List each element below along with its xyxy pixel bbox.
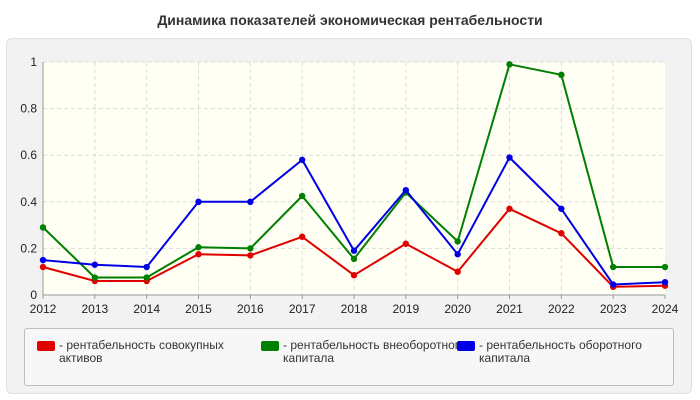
legend-prefix: - (283, 338, 287, 352)
data-point-2 (298, 192, 306, 200)
x-tick-label: 2013 (81, 302, 108, 316)
data-point-2 (143, 274, 150, 281)
x-tick-label: 2015 (185, 302, 212, 316)
data-point-2 (558, 71, 565, 79)
data-point-2 (350, 255, 358, 263)
data-point-3 (247, 198, 254, 205)
data-point-2 (91, 274, 99, 281)
x-tick-label: 2024 (652, 302, 679, 316)
data-point-3 (609, 281, 617, 288)
data-point-1 (298, 233, 306, 240)
chart-legend: - рентабельность совокупных активов - ре… (24, 328, 674, 386)
y-tick-label: 0.2 (20, 241, 37, 255)
x-tick-label: 2018 (341, 302, 368, 316)
x-tick-label: 2017 (289, 302, 316, 316)
data-point-2 (454, 238, 461, 245)
data-point-2 (661, 263, 669, 271)
y-tick-label: 0.8 (20, 102, 37, 116)
x-tick-label: 2019 (392, 302, 419, 316)
y-tick-label: 1 (30, 55, 37, 69)
data-point-2 (247, 245, 254, 252)
data-point-2 (39, 224, 47, 231)
x-tick-label: 2023 (600, 302, 627, 316)
data-point-3 (39, 256, 47, 264)
data-point-3 (506, 154, 513, 161)
legend-prefix: - (479, 338, 483, 352)
legend-label: рентабельность внеоборотного капитала (283, 338, 466, 365)
legend-swatch (37, 341, 55, 351)
data-point-3 (195, 198, 202, 205)
data-point-3 (454, 251, 461, 258)
data-point-1 (558, 230, 565, 237)
legend-label: рентабельность оборотного капитала (479, 338, 642, 365)
data-point-1 (39, 263, 47, 271)
data-point-3 (350, 247, 358, 254)
data-point-1 (402, 240, 410, 247)
data-point-1 (350, 271, 358, 279)
data-point-2 (506, 61, 513, 68)
x-tick-label: 2014 (133, 302, 160, 316)
x-tick-label: 2020 (444, 302, 471, 316)
data-point-3 (143, 263, 150, 271)
data-point-2 (195, 244, 202, 251)
data-point-3 (558, 205, 565, 212)
data-point-1 (247, 252, 254, 259)
legend-swatch (261, 341, 279, 351)
y-tick-label: 0 (30, 288, 37, 302)
data-point-3 (402, 186, 410, 194)
legend-swatch (457, 341, 475, 351)
x-tick-label: 2012 (30, 302, 57, 316)
x-tick-label: 2021 (496, 302, 523, 316)
x-tick-label: 2016 (237, 302, 264, 316)
legend-label: рентабельность совокупных активов (59, 338, 224, 365)
x-tick-label: 2022 (548, 302, 575, 316)
data-point-3 (661, 278, 669, 286)
data-point-3 (91, 261, 99, 268)
legend-prefix: - (59, 338, 63, 352)
y-tick-label: 0.4 (20, 195, 37, 209)
data-point-1 (506, 205, 513, 212)
y-tick-label: 0.6 (20, 148, 37, 162)
data-point-1 (454, 268, 461, 275)
data-point-1 (195, 251, 202, 258)
data-point-3 (298, 156, 306, 164)
chart-title: Динамика показателей экономическая рента… (157, 12, 543, 28)
data-point-2 (609, 263, 617, 271)
